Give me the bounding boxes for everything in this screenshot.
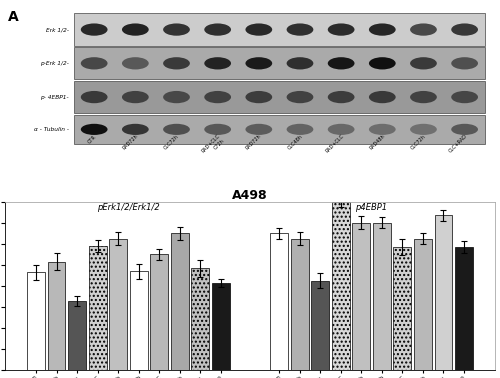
Bar — [110, 239, 127, 370]
Bar — [74, 47, 485, 79]
Bar — [312, 281, 329, 370]
Bar — [332, 201, 349, 370]
Title: A498: A498 — [232, 189, 268, 201]
Ellipse shape — [163, 23, 190, 36]
Bar — [74, 81, 485, 113]
Text: CLC48h: CLC48h — [286, 134, 304, 151]
Ellipse shape — [410, 23, 437, 36]
Ellipse shape — [81, 57, 108, 70]
Bar — [28, 272, 45, 370]
Ellipse shape — [122, 124, 148, 135]
Ellipse shape — [204, 124, 231, 135]
Ellipse shape — [369, 124, 396, 135]
Ellipse shape — [328, 124, 354, 135]
Bar — [373, 223, 390, 370]
Bar — [352, 223, 370, 370]
Bar — [270, 233, 288, 370]
Text: CLC72h: CLC72h — [163, 134, 180, 151]
Text: p-Erk 1/2-: p-Erk 1/2- — [40, 61, 68, 66]
Bar — [48, 262, 66, 370]
Ellipse shape — [410, 57, 437, 70]
Ellipse shape — [286, 23, 314, 36]
Text: RAD+CLC: RAD+CLC — [324, 134, 344, 154]
Bar — [150, 254, 168, 370]
Bar — [130, 271, 148, 370]
Ellipse shape — [204, 91, 231, 103]
Text: CTR: CTR — [88, 134, 98, 144]
Ellipse shape — [163, 57, 190, 70]
Bar — [74, 14, 485, 46]
Bar — [414, 239, 432, 370]
Ellipse shape — [81, 23, 108, 36]
Ellipse shape — [328, 57, 354, 70]
Ellipse shape — [122, 57, 148, 70]
Ellipse shape — [246, 91, 272, 103]
Ellipse shape — [410, 124, 437, 135]
Text: CLC+RAD: CLC+RAD — [448, 134, 468, 154]
Text: α - Tubulin -: α - Tubulin - — [34, 127, 68, 132]
Ellipse shape — [286, 124, 314, 135]
Text: RAD+CLC
C72h: RAD+CLC C72h — [201, 134, 226, 158]
Ellipse shape — [204, 57, 231, 70]
Ellipse shape — [246, 57, 272, 70]
Ellipse shape — [451, 23, 478, 36]
Ellipse shape — [328, 23, 354, 36]
Ellipse shape — [81, 91, 108, 103]
Ellipse shape — [286, 91, 314, 103]
Ellipse shape — [328, 91, 354, 103]
Text: RAD48h: RAD48h — [368, 134, 386, 151]
Ellipse shape — [204, 23, 231, 36]
Ellipse shape — [451, 91, 478, 103]
Ellipse shape — [122, 23, 148, 36]
Bar — [192, 268, 209, 370]
Ellipse shape — [369, 57, 396, 70]
Ellipse shape — [286, 57, 314, 70]
Text: CLC72h: CLC72h — [410, 134, 427, 151]
Bar — [212, 283, 230, 370]
Bar — [434, 215, 452, 370]
Bar — [74, 115, 485, 144]
Text: pErk1/2/Erk1/2: pErk1/2/Erk1/2 — [97, 203, 160, 212]
Text: RAD72h: RAD72h — [122, 134, 139, 151]
Bar — [291, 239, 308, 370]
Ellipse shape — [451, 124, 478, 135]
Text: p- 4EBP1-: p- 4EBP1- — [40, 94, 68, 99]
Bar — [68, 301, 86, 370]
Ellipse shape — [246, 124, 272, 135]
Text: p4EBP1: p4EBP1 — [356, 203, 388, 212]
Bar — [171, 233, 188, 370]
Ellipse shape — [410, 91, 437, 103]
Ellipse shape — [81, 124, 108, 135]
Bar — [455, 247, 472, 370]
Bar — [89, 246, 106, 370]
Bar — [394, 247, 411, 370]
Ellipse shape — [246, 23, 272, 36]
Ellipse shape — [369, 23, 396, 36]
Text: Erk 1/2-: Erk 1/2- — [46, 27, 68, 32]
Ellipse shape — [451, 57, 478, 70]
Ellipse shape — [369, 91, 396, 103]
Text: RAD72h: RAD72h — [245, 134, 262, 151]
Ellipse shape — [163, 91, 190, 103]
Ellipse shape — [122, 91, 148, 103]
Text: A: A — [8, 11, 18, 25]
Ellipse shape — [163, 124, 190, 135]
